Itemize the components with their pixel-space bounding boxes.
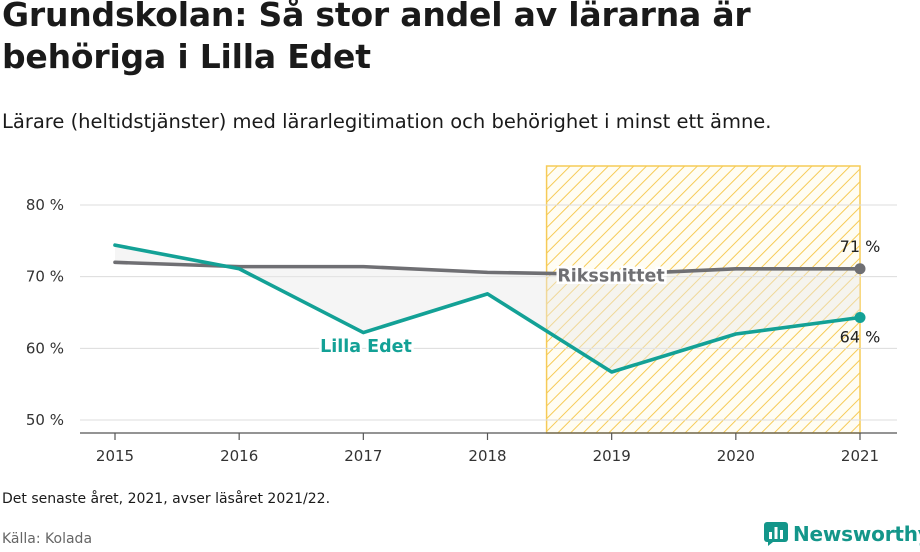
highlight-band	[545, 165, 861, 434]
x-axis	[80, 432, 897, 440]
y-tick-label: 50 %	[26, 411, 64, 429]
series-line-riks	[113, 260, 862, 277]
x-tick-label: 2015	[96, 447, 134, 465]
y-axis-labels: 50 % 60 % 70 % 80 %	[26, 196, 64, 429]
brand-logo[interactable]: Newsworthy	[764, 519, 920, 549]
difference-fill	[115, 245, 860, 372]
brand-name: Newsworthy	[793, 522, 920, 546]
y-tick-label: 60 %	[26, 339, 64, 357]
x-tick-label: 2019	[593, 447, 631, 465]
highlight-rect	[545, 165, 861, 434]
y-tick-label: 70 %	[26, 268, 64, 286]
end-point-riks	[854, 263, 866, 275]
x-tick-label: 2018	[468, 447, 506, 465]
series-labels: Rikssnittet Lilla Edet 71 % 64 %	[318, 237, 881, 359]
end-point-lilla	[854, 312, 866, 324]
gridlines	[80, 204, 897, 421]
x-tick-label: 2020	[717, 447, 755, 465]
x-tick-label: 2021	[841, 447, 879, 465]
difference-area	[115, 245, 860, 372]
chart-title: Grundskolan: Så stor andel av lärarna är…	[2, 0, 751, 76]
source-text: Källa: Kolada	[2, 531, 93, 547]
bar-chart-icon	[764, 522, 788, 546]
series-label-lilla: Lilla Edet	[320, 337, 412, 357]
x-axis-labels: 2015 2016 2017 2018 2019 2020 2021	[96, 447, 879, 465]
chart-subtitle: Lärare (heltidstjänster) med lärarlegiti…	[2, 110, 772, 133]
series-lines	[113, 243, 866, 374]
footnote: Det senaste året, 2021, avser läsåret 20…	[2, 491, 331, 507]
series-label-riks: Rikssnittet	[557, 267, 664, 287]
end-label-lilla: 64 %	[840, 328, 881, 347]
series-line-lilla	[113, 243, 862, 374]
line-chart: 50 % 60 % 70 % 80 % 2015 2016 2017 2018 2019 202…	[26, 165, 897, 465]
y-tick-label: 80 %	[26, 196, 64, 214]
x-tick-label: 2017	[344, 447, 382, 465]
end-label-riks: 71 %	[840, 237, 881, 256]
x-tick-label: 2016	[220, 447, 258, 465]
